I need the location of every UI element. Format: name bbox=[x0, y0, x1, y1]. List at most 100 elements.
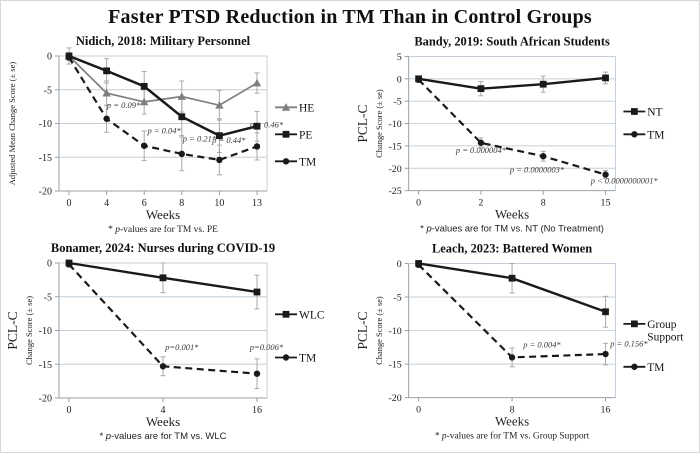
point-tm bbox=[253, 143, 261, 150]
legend-entry-he: HE bbox=[275, 102, 314, 114]
legend-label: NT bbox=[647, 106, 662, 118]
x-tick-label: 10 bbox=[214, 198, 224, 209]
charts-grid: 0 -5 -10 -15 -20 0 4 6 8 10 13 Nidich, 2018: Milita… bbox=[1, 31, 699, 445]
y-tick-label: -20 bbox=[39, 394, 52, 405]
x-axis-label: Weeks bbox=[146, 207, 180, 222]
p-value-annotation: p = 0.44* bbox=[211, 135, 246, 145]
legend-marker-square bbox=[282, 130, 290, 138]
legend-marker-circle bbox=[631, 131, 638, 138]
footnote: * p-values are for TM vs. NT (No Treatme… bbox=[420, 223, 604, 234]
legend-label: PE bbox=[299, 129, 312, 141]
y-axis-label-secondary: Change Score (± se) bbox=[24, 296, 34, 365]
y-axis-label: Adjusted Mean Change Score (± se) bbox=[7, 62, 17, 186]
footnote: * p-values are for TM vs. Group Support bbox=[435, 430, 590, 441]
y-tick-label: -5 bbox=[393, 97, 401, 108]
point-nt bbox=[539, 80, 547, 88]
legend-label: WLC bbox=[299, 309, 325, 321]
p-value-annotation: p = 0.000004* bbox=[455, 145, 507, 155]
legend-marker-circle bbox=[631, 363, 638, 370]
y-tick-label: -5 bbox=[393, 292, 401, 303]
legend-marker-circle bbox=[282, 354, 290, 361]
legend-entry-wlc: WLC bbox=[275, 309, 325, 321]
legend-marker-square bbox=[282, 310, 290, 318]
y-tick-label: -15 bbox=[39, 153, 52, 164]
point-tm bbox=[415, 76, 422, 83]
footnote: * p-values are for TM vs. PE bbox=[108, 224, 218, 235]
point-pe bbox=[103, 67, 110, 75]
x-tick-label: 4 bbox=[104, 198, 109, 209]
legend-label: TM bbox=[647, 362, 664, 374]
legend-entry-pe: PE bbox=[275, 129, 312, 141]
chart-bandy-students: 5 0 -5 -10 -15 -20 -25 0 2 8 15 Bandy, 2019: South … bbox=[355, 35, 665, 235]
legend-entry-tm: TM bbox=[623, 362, 664, 374]
legend-marker-triangle bbox=[281, 103, 291, 111]
figure-title: Faster PTSD Reduction in TM Than in Cont… bbox=[108, 6, 592, 28]
point-tm bbox=[141, 142, 148, 149]
point-tm bbox=[178, 150, 185, 158]
point-pe bbox=[178, 113, 186, 121]
point-tm bbox=[253, 370, 261, 377]
p-value-annotation: p = 0.21* bbox=[182, 134, 217, 144]
y-tick-label: 0 bbox=[397, 74, 402, 85]
point-wlc bbox=[159, 274, 167, 282]
point-tm bbox=[65, 261, 73, 268]
legend-label: TM bbox=[299, 156, 316, 168]
point-pe bbox=[253, 122, 261, 130]
y-tick-label: 5 bbox=[397, 52, 402, 63]
legend-label: TM bbox=[299, 353, 316, 365]
y-tick-label: -10 bbox=[388, 119, 401, 130]
point-pe bbox=[216, 132, 223, 140]
point-wlc bbox=[253, 288, 261, 296]
p-value-annotation: p = 0.156* bbox=[609, 339, 648, 349]
p-value-annotation: p = 0.004* bbox=[522, 339, 561, 349]
y-axis-label-primary: PCL-C bbox=[355, 105, 370, 143]
y-axis-label-secondary: Change Score (± se) bbox=[374, 89, 384, 158]
point-tm bbox=[508, 354, 516, 361]
legend-entry-tm: TM bbox=[275, 353, 316, 365]
point-he bbox=[102, 88, 111, 97]
chart-bonamer-nurses: 0 -5 -10 -15 -20 0 4 16 Bonamer, 2024: Nurses du… bbox=[5, 241, 325, 442]
y-tick-label: -10 bbox=[39, 326, 52, 337]
point-nt bbox=[477, 85, 485, 93]
p-value-annotation: p = 0.46* bbox=[249, 120, 284, 130]
chart-leach-women: 0 -5 -10 -15 -20 0 8 16 Leach, 2023: Battered Wo… bbox=[355, 242, 684, 442]
p-value-annotation: p = 0.0000003* bbox=[509, 164, 565, 174]
legend-marker-circle bbox=[282, 158, 290, 165]
p-value-annotation: p < 0.0000000001* bbox=[590, 176, 659, 186]
x-tick-label: 8 bbox=[179, 198, 184, 209]
legend-entry-tm: TM bbox=[275, 156, 316, 168]
legend-marker-square bbox=[630, 108, 638, 115]
point-group-support bbox=[508, 274, 516, 282]
y-tick-label: -20 bbox=[388, 164, 401, 175]
point-he bbox=[252, 78, 262, 87]
point-tm bbox=[540, 153, 547, 160]
point-tm bbox=[103, 115, 110, 122]
x-tick-label: 16 bbox=[252, 405, 262, 416]
p-value-annotation: p=0.006* bbox=[249, 342, 284, 352]
y-tick-label: -15 bbox=[39, 360, 52, 371]
x-tick-label: 16 bbox=[601, 405, 611, 416]
y-tick-label: -15 bbox=[388, 360, 401, 371]
point-tm bbox=[415, 261, 422, 268]
chart-title: Bandy, 2019: South African Students bbox=[414, 35, 610, 49]
legend-marker-square bbox=[630, 320, 638, 328]
series-line-tm bbox=[68, 56, 258, 162]
y-tick-label: -15 bbox=[388, 141, 401, 152]
y-tick-label: 0 bbox=[397, 259, 402, 270]
footnote: * p-values are for TM vs. WLC bbox=[99, 431, 226, 442]
y-axis-label-primary: PCL-C bbox=[355, 312, 370, 350]
chart-title: Nidich, 2018: Military Personnel bbox=[76, 34, 251, 48]
x-tick-label: 8 bbox=[510, 405, 515, 416]
point-pe bbox=[140, 82, 148, 90]
chart-title: Leach, 2023: Battered Women bbox=[432, 242, 592, 256]
p-value-annotation: p = 0.04* bbox=[146, 126, 181, 136]
y-tick-label: 0 bbox=[47, 259, 52, 270]
point-tm bbox=[602, 350, 609, 358]
y-axis-label-secondary: Change Score (± se) bbox=[374, 296, 384, 365]
series-line-nt bbox=[418, 76, 606, 90]
x-tick-label: 0 bbox=[67, 405, 72, 416]
point-group-support bbox=[602, 308, 609, 316]
series-line-he bbox=[68, 55, 258, 107]
y-axis-label-primary: PCL-C bbox=[5, 311, 20, 349]
